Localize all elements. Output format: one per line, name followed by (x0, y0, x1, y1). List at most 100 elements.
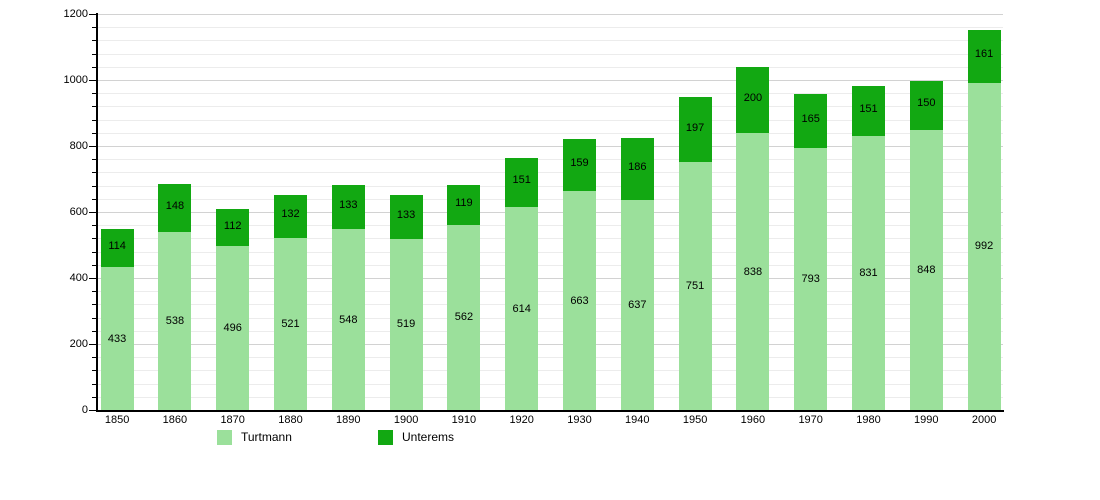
bar-value-label: 614 (512, 303, 531, 315)
y-axis-label: 800 (69, 140, 88, 152)
bar-segment-turtmann (505, 207, 539, 410)
y-tick (92, 370, 96, 371)
x-axis-label: 2000 (971, 414, 997, 426)
bar-value-label: 663 (570, 295, 589, 307)
y-tick (89, 146, 96, 147)
bar-segment-turtmann (620, 199, 654, 410)
y-tick (92, 40, 96, 41)
bar-segment-turtmann (909, 130, 943, 410)
y-tick (92, 120, 96, 121)
bar-value-label: 151 (859, 103, 878, 115)
y-tick (92, 331, 96, 332)
x-axis-label: 1990 (914, 414, 939, 426)
bar-segment-turtmann (678, 162, 712, 410)
bar-value-label: 150 (917, 97, 936, 109)
gridline-major (97, 212, 1003, 213)
bar-value-label: 165 (801, 113, 820, 125)
legend-item-turtmann: Turtmann (217, 429, 292, 445)
gridline-minor (97, 159, 1003, 160)
y-tick (92, 93, 96, 94)
bar-segment-turtmann (852, 135, 885, 410)
bar-value-label: 133 (339, 199, 358, 211)
bar-segment-turtmann (158, 232, 192, 410)
bar-segment-unterems (563, 138, 596, 192)
bar-segment-turtmann (389, 238, 423, 410)
y-tick (92, 318, 96, 319)
x-axis-label: 1940 (625, 414, 650, 426)
bar-value-label: 751 (685, 280, 705, 292)
x-axis-label: 1880 (278, 414, 303, 426)
gridline-major (97, 14, 1003, 15)
y-axis-label: 200 (69, 338, 88, 350)
x-axis-label: 1890 (336, 414, 361, 426)
bar-value-label: 433 (107, 333, 127, 345)
bar-segment-unterems (447, 185, 481, 225)
bar-value-label: 114 (108, 240, 126, 252)
gridline-minor (97, 67, 1003, 68)
gridline-minor (97, 357, 1003, 358)
y-tick (89, 212, 96, 213)
x-axis-label: 1960 (740, 414, 766, 426)
bar-value-label: 848 (917, 264, 936, 276)
legend-label-turtmann: Turtmann (241, 430, 292, 444)
gridline-minor (97, 318, 1003, 319)
bar-segment-turtmann (967, 82, 1001, 410)
gridline-minor (97, 93, 1003, 94)
bar-segment-unterems (158, 183, 192, 233)
bar-segment-unterems (389, 194, 423, 239)
y-tick (92, 199, 96, 200)
gridline-minor (97, 384, 1003, 385)
x-axis-label: 1950 (682, 414, 708, 426)
legend: Turtmann Unterems (0, 429, 1100, 447)
y-axis-label: 1200 (63, 8, 88, 20)
y-tick (92, 67, 96, 68)
bar-segment-unterems (736, 67, 770, 134)
gridline-minor (97, 199, 1003, 200)
bar-segment-unterems (909, 80, 943, 131)
gridline-minor (97, 252, 1003, 253)
y-axis-label: 600 (69, 206, 88, 218)
gridline-minor (97, 54, 1003, 55)
bar-value-label: 133 (396, 209, 416, 221)
bar-segment-turtmann (447, 224, 481, 410)
y-axis-label: 1000 (63, 74, 88, 86)
bar-value-label: 151 (512, 174, 531, 186)
y-tick (92, 133, 96, 134)
y-tick (92, 291, 96, 292)
bar-segment-turtmann (274, 238, 307, 410)
bar-value-label: 119 (455, 197, 473, 209)
gridline-minor (97, 370, 1003, 371)
turtmann-color-swatch (217, 429, 232, 445)
bar-value-label: 637 (628, 299, 647, 311)
bar-segment-unterems (794, 93, 828, 149)
gridline-minor (97, 40, 1003, 41)
bar-segment-unterems (331, 185, 365, 230)
bar-value-label: 562 (454, 311, 474, 323)
legend-item-unterems: Unterems (378, 429, 454, 445)
x-axis-label: 1900 (393, 414, 419, 426)
y-tick (92, 357, 96, 358)
gridline-minor (97, 106, 1003, 107)
y-tick (92, 384, 96, 385)
bar-segment-turtmann (331, 229, 365, 410)
y-tick (92, 106, 96, 107)
x-axis-label: 1930 (567, 414, 592, 426)
gridline-minor (97, 225, 1003, 226)
y-tick (92, 304, 96, 305)
gridline-minor (97, 291, 1003, 292)
bar-value-label: 793 (801, 273, 820, 285)
y-tick (89, 14, 96, 15)
bar-value-label: 161 (974, 48, 994, 60)
unterems-color-swatch (378, 429, 393, 445)
bar-value-label: 132 (281, 208, 300, 220)
x-axis-label: 1850 (104, 414, 130, 426)
bar-value-label: 548 (339, 314, 358, 326)
bar-segment-unterems (100, 229, 134, 268)
bar-segment-unterems (274, 194, 307, 239)
bar-value-label: 112 (223, 220, 242, 232)
x-axis-label: 1970 (798, 414, 823, 426)
